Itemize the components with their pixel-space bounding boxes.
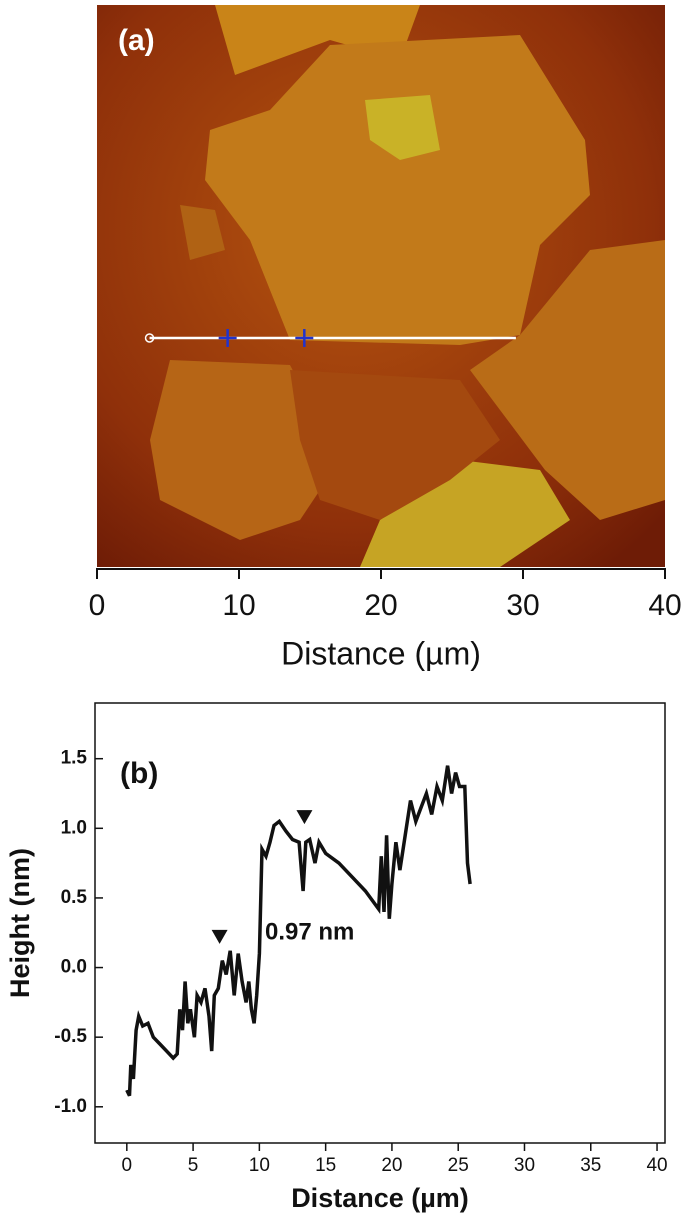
x-tick-label: 15 <box>315 1155 336 1176</box>
y-tick-label: 1.0 <box>61 817 87 838</box>
y-tick-label: -1.0 <box>54 1096 87 1117</box>
step-marker <box>211 929 228 944</box>
step-annotation: 0.97 nm <box>265 918 354 945</box>
x-tick-label: 25 <box>448 1155 469 1176</box>
x-tick-label: 5 <box>188 1155 199 1176</box>
x-axis-label: Distance (µm) <box>281 635 481 671</box>
x-tick-label: 20 <box>364 589 397 622</box>
x-tick-label: 35 <box>580 1155 601 1176</box>
y-tick-label: -0.5 <box>54 1026 87 1047</box>
x-tick-label: 10 <box>222 589 255 622</box>
profile-start <box>144 333 155 343</box>
cursor <box>218 329 237 347</box>
x-tick-label: 10 <box>249 1155 270 1176</box>
panel-label: (b) <box>120 757 158 790</box>
plot-frame <box>94 702 666 1144</box>
y-tick-label: 0.0 <box>61 957 87 978</box>
x-tick-label: 20 <box>381 1155 402 1176</box>
x-axis-label: Distance (µm) <box>291 1183 469 1213</box>
cursor <box>295 329 314 347</box>
x-tick-label: 40 <box>646 1155 667 1176</box>
x-tick-label: 30 <box>506 589 539 622</box>
x-tick-label: 30 <box>514 1155 535 1176</box>
step-marker <box>296 810 313 825</box>
y-tick-label: 0.5 <box>61 887 88 908</box>
panel-label: (a) <box>118 24 155 57</box>
x-tick-label: 0 <box>122 1155 133 1176</box>
profile-line <box>125 765 472 1097</box>
x-tick-label: 0 <box>89 589 106 622</box>
y-tick-label: 1.5 <box>61 748 88 769</box>
x-tick-label: 40 <box>648 589 681 622</box>
y-axis-label: Height (nm) <box>5 848 35 998</box>
afm-image <box>97 5 665 567</box>
